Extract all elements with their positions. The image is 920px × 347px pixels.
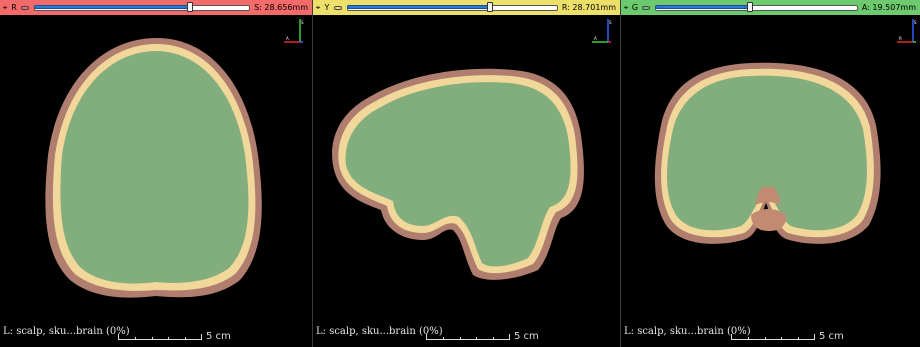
- svg-text:A: A: [594, 36, 597, 41]
- link-icon[interactable]: [641, 3, 651, 13]
- svg-text:S: S: [914, 20, 917, 25]
- sagittal-brain-segmentation: [332, 68, 584, 280]
- pin-icon[interactable]: ⌖: [315, 3, 321, 12]
- yellow-slider-handle[interactable]: [487, 2, 494, 12]
- ventricle-segment-lower: [751, 209, 787, 231]
- yellow-view-letter: Y: [324, 3, 330, 12]
- brain-segment: [60, 51, 249, 284]
- yellow-slider-fill: [347, 5, 491, 9]
- red-slider-fill: [34, 5, 190, 9]
- red-slice-canvas[interactable]: L: scalp, sku...brain (0%) 5 cm S A: [0, 15, 312, 347]
- green-slice-offset-value: A: 19.507mm: [861, 3, 916, 12]
- yellow-layer-label: L: scalp, sku...brain (0%): [316, 326, 443, 337]
- pin-icon[interactable]: ⌖: [2, 3, 8, 12]
- red-view-letter: R: [11, 3, 17, 12]
- yellow-slice-offset-value: R: 28.701mm: [561, 3, 616, 12]
- orientation-axes-icon: S R: [897, 19, 917, 43]
- pin-icon[interactable]: ⌖: [623, 3, 629, 12]
- coronal-brain-segmentation: [654, 62, 881, 244]
- red-slice-offset-slider[interactable]: [34, 0, 251, 15]
- green-layer-label: L: scalp, sku...brain (0%): [624, 326, 751, 337]
- ventricle-segment-upper: [755, 186, 781, 205]
- svg-text:S: S: [609, 20, 612, 25]
- yellow-slice-controller-bar: ⌖ Y R: 28.701mm: [313, 0, 620, 15]
- green-slice-view[interactable]: ⌖ G A: 19.507mm L: scalp, sku...brain (0…: [621, 0, 920, 347]
- green-slice-canvas[interactable]: L: scalp, sku...brain (0%) 5 cm S R: [621, 15, 920, 347]
- brain-segment: [666, 75, 867, 231]
- yellow-scale-bar: 5 cm: [426, 328, 546, 342]
- orientation-axes-icon: S A: [592, 19, 612, 43]
- svg-text:S: S: [301, 20, 304, 25]
- red-slice-controller-bar: ⌖ R S: 28.656mm: [0, 0, 312, 15]
- brain-segment: [345, 82, 571, 267]
- yellow-slice-view[interactable]: ⌖ Y R: 28.701mm L: scalp, sku...brain (0…: [313, 0, 621, 347]
- green-slice-controller-bar: ⌖ G A: 19.507mm: [621, 0, 920, 15]
- yellow-slice-canvas[interactable]: L: scalp, sku...brain (0%) 5 cm S A: [313, 15, 620, 347]
- svg-text:A: A: [286, 36, 289, 41]
- link-icon[interactable]: [333, 3, 343, 13]
- svg-text:R: R: [899, 36, 902, 41]
- green-view-letter: G: [631, 3, 639, 12]
- yellow-scale-label: 5 cm: [514, 331, 539, 342]
- red-scale-bar: 5 cm: [118, 328, 238, 342]
- green-slider-handle[interactable]: [747, 2, 754, 12]
- green-scale-label: 5 cm: [819, 331, 844, 342]
- green-slider-fill: [655, 5, 751, 9]
- red-scale-label: 5 cm: [206, 331, 231, 342]
- orientation-axes-icon: S A: [284, 19, 304, 43]
- green-scale-bar: 5 cm: [731, 328, 851, 342]
- red-slice-offset-value: S: 28.656mm: [254, 3, 308, 12]
- yellow-slice-offset-slider[interactable]: [347, 0, 558, 15]
- red-slice-view[interactable]: ⌖ R S: 28.656mm L: scalp, sku...brain (0…: [0, 0, 313, 347]
- green-slice-offset-slider[interactable]: [655, 0, 858, 15]
- red-slider-handle[interactable]: [186, 2, 193, 12]
- link-icon[interactable]: [20, 3, 30, 13]
- axial-brain-segmentation: [45, 37, 262, 298]
- red-layer-label: L: scalp, sku...brain (0%): [3, 326, 130, 337]
